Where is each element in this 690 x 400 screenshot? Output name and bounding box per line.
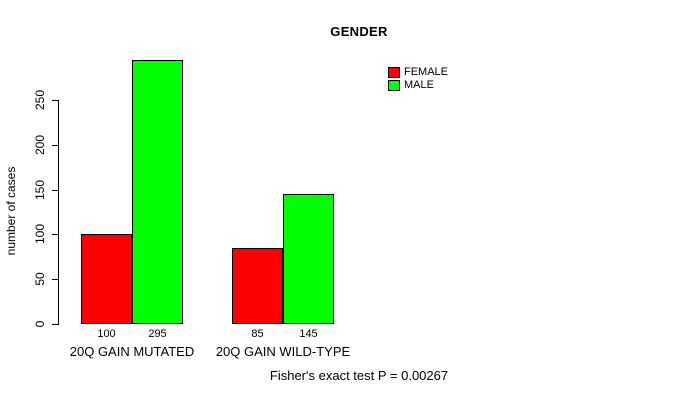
- bar-value-label: 145: [299, 328, 318, 340]
- legend: FEMALE MALE: [388, 66, 448, 92]
- bar-male: [132, 59, 183, 324]
- y-axis-tick: [52, 279, 58, 281]
- y-axis-tick: [52, 234, 58, 236]
- category-label: 20Q GAIN WILD-TYPE: [215, 344, 351, 359]
- chart-title: GENDER: [330, 24, 388, 39]
- legend-item-female: FEMALE: [388, 66, 448, 79]
- y-axis-tick-label: 50: [33, 272, 47, 286]
- y-axis-tick-label: 100: [33, 224, 47, 245]
- statistical-test-annotation: Fisher's exact test P = 0.00267: [269, 368, 449, 383]
- category-label: 20Q GAIN MUTATED: [69, 344, 195, 359]
- legend-swatch-female-icon: [388, 67, 400, 78]
- y-axis-tick: [52, 144, 58, 146]
- y-axis-line: [58, 100, 59, 325]
- bar-value-label: 100: [97, 328, 116, 340]
- y-axis-title: number of cases: [4, 166, 18, 256]
- y-axis-tick-label: 200: [33, 134, 47, 155]
- bar-male: [283, 194, 334, 324]
- legend-swatch-male-icon: [388, 80, 400, 91]
- bar-female: [232, 247, 283, 324]
- bar-value-label: 295: [148, 328, 167, 340]
- legend-item-male: MALE: [388, 79, 448, 92]
- y-axis-tick-label: 0: [33, 320, 47, 328]
- bar-female: [81, 234, 132, 324]
- y-axis-tick-label: 250: [33, 89, 47, 111]
- y-axis-tick: [52, 324, 58, 325]
- y-axis-tick-label: 150: [33, 179, 47, 200]
- y-axis-tick: [52, 189, 58, 191]
- bar-value-label: 85: [251, 328, 264, 340]
- legend-label-female: FEMALE: [404, 66, 449, 78]
- legend-label-male: MALE: [404, 79, 434, 91]
- y-axis-tick: [52, 100, 58, 101]
